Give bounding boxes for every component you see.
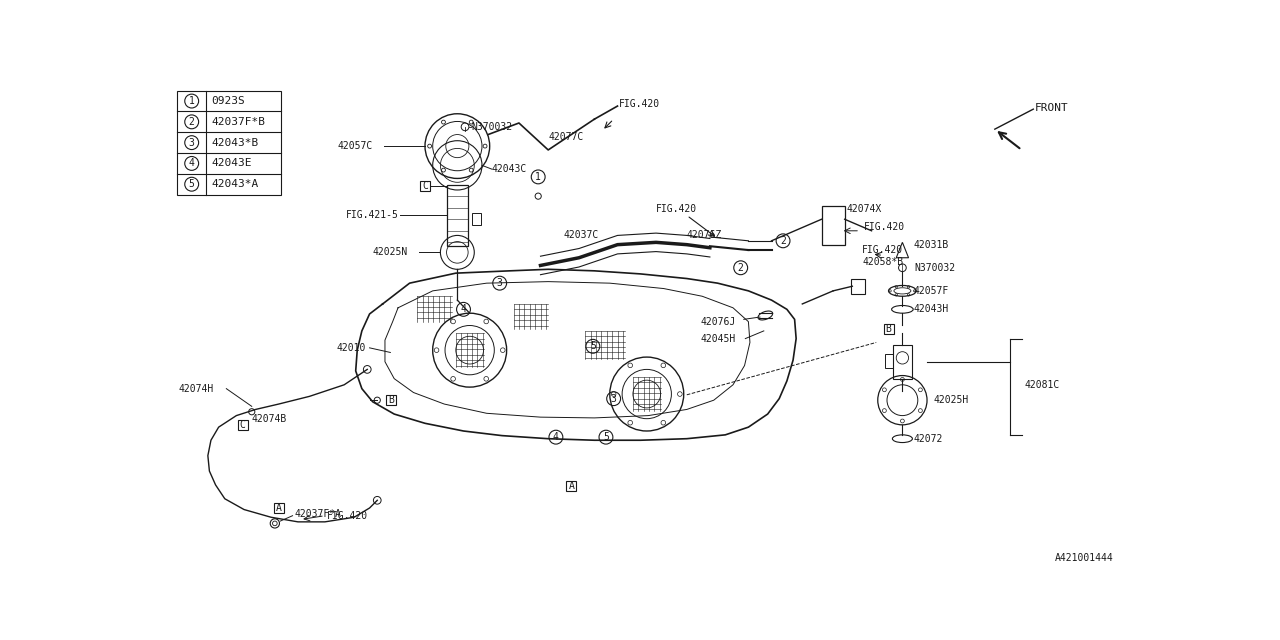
Text: C: C [239,420,246,430]
Bar [472,213,481,225]
Text: N370032: N370032 [914,263,955,273]
Text: 42037F*A: 42037F*A [294,509,340,519]
Text: 42031B: 42031B [914,239,950,250]
Text: 42074B: 42074B [252,415,287,424]
Bar [851,278,865,294]
Text: 42072: 42072 [914,434,943,444]
Text: 42025N: 42025N [372,247,408,257]
Text: 42043*B: 42043*B [211,138,259,148]
Text: 42010: 42010 [337,343,366,353]
Bar [566,481,576,492]
Text: 4: 4 [188,159,195,168]
Text: 5: 5 [603,432,609,442]
Bar [387,395,396,405]
Text: 42076J: 42076J [700,317,736,326]
Text: 42057F: 42057F [914,286,950,296]
Text: B: B [388,395,394,405]
Text: 42057C: 42057C [338,141,374,151]
Text: FIG.420: FIG.420 [864,222,905,232]
Text: N370032: N370032 [471,122,512,132]
Text: 42074H: 42074H [179,383,214,394]
Text: 42043C: 42043C [492,164,527,174]
Text: 3: 3 [188,138,195,148]
Bar [893,345,911,380]
Text: 4: 4 [461,305,466,314]
Bar [274,503,284,513]
Text: 42037F*B: 42037F*B [211,117,265,127]
Bar [883,324,893,334]
Text: 42045H: 42045H [700,333,736,344]
Text: A: A [275,503,282,513]
Text: 42077C: 42077C [548,132,584,142]
Text: 0923S: 0923S [211,96,244,106]
Text: 2: 2 [780,236,786,246]
Text: 4: 4 [553,432,559,442]
Text: FIG.420: FIG.420 [326,511,367,521]
Text: 42043*A: 42043*A [211,179,259,189]
Polygon shape [896,243,909,258]
Text: A421001444: A421001444 [1055,553,1114,563]
Text: A: A [568,481,575,492]
Text: 5: 5 [590,341,595,351]
Text: 42043H: 42043H [914,305,950,314]
Text: 42037C: 42037C [563,230,599,239]
Text: FIG.420: FIG.420 [620,99,660,109]
Text: FIG.420: FIG.420 [657,204,698,214]
Bar [886,354,893,368]
Bar [177,91,282,195]
Text: 42081C: 42081C [1024,380,1060,390]
Text: 1: 1 [535,172,541,182]
Text: 1: 1 [188,96,195,106]
Text: C: C [422,181,428,191]
Text: 3: 3 [611,394,617,404]
Text: B: B [886,324,891,334]
Bar [822,206,845,244]
Text: 42076Z: 42076Z [687,230,722,239]
Text: 3: 3 [497,278,503,288]
Text: 2: 2 [188,117,195,127]
Text: FIG.420: FIG.420 [863,245,904,255]
Text: 2: 2 [737,263,744,273]
Bar [447,184,468,246]
Text: 42025H: 42025H [933,395,969,405]
Text: 42074X: 42074X [847,204,882,214]
Text: 42043E: 42043E [211,159,251,168]
Text: 5: 5 [188,179,195,189]
Bar [420,181,430,191]
Text: FIG.421-5: FIG.421-5 [346,211,398,220]
Text: FRONT: FRONT [1034,102,1069,113]
Text: 42058*B: 42058*B [863,257,904,267]
Bar [238,420,247,430]
